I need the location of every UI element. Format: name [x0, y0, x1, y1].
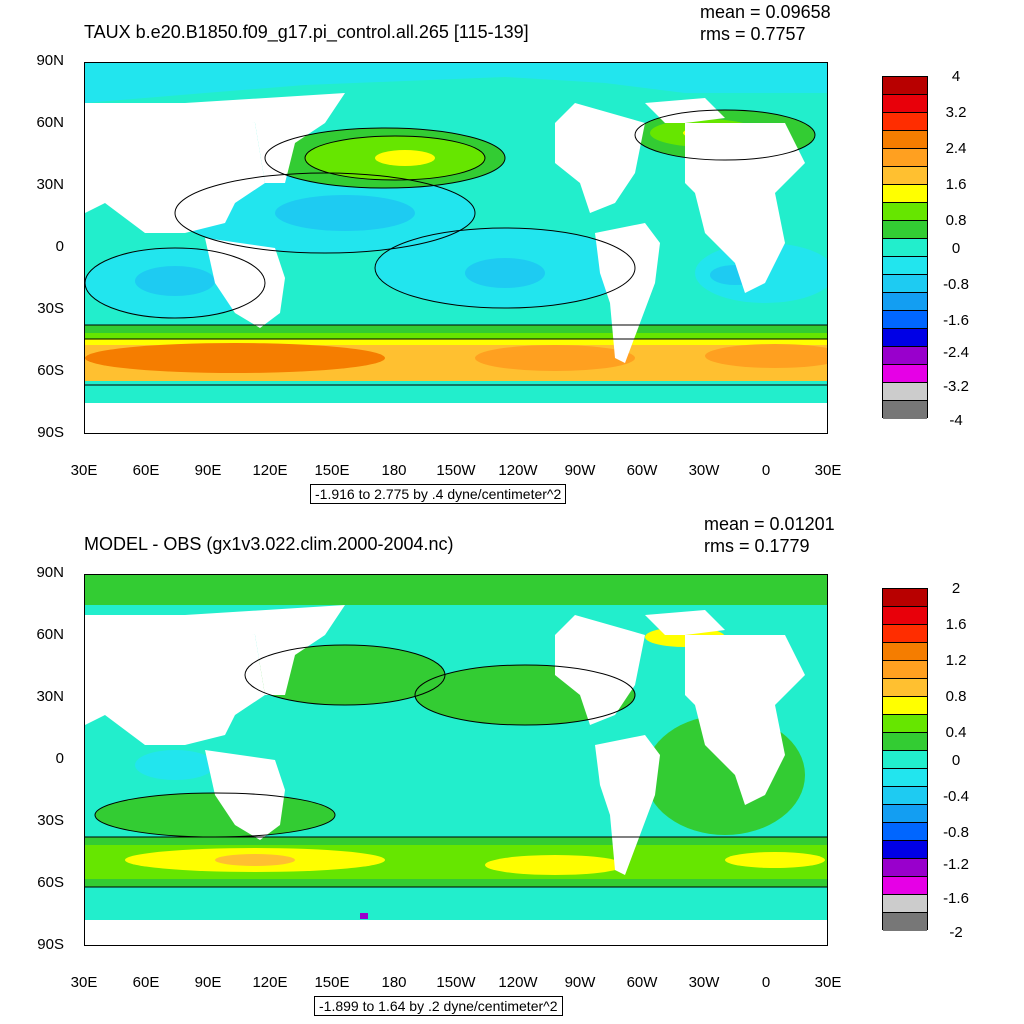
colorbar-label: 2.4 — [945, 140, 967, 157]
lat-label: 90N — [36, 564, 64, 581]
lon-label: 90W — [564, 974, 596, 991]
colorbar-label: -1.2 — [943, 856, 969, 873]
lon-label: 150W — [436, 974, 476, 991]
mean-value: mean = 0.09658 — [700, 2, 831, 22]
map-plot — [84, 62, 828, 434]
colorbar-label: 1.6 — [945, 176, 967, 193]
lon-label: 30E — [70, 974, 98, 991]
colorbar-label: -2.4 — [943, 344, 969, 361]
lon-label: 30E — [70, 462, 98, 479]
lat-label: 0 — [55, 238, 64, 255]
colorbar-label: -1.6 — [943, 890, 969, 907]
colorbar-label: -0.8 — [943, 824, 969, 841]
colorbar-label: 1.6 — [945, 616, 967, 633]
lon-label: 180 — [381, 462, 407, 479]
lon-label: 60W — [626, 462, 658, 479]
lat-label: 30S — [37, 812, 64, 829]
panel-model-minus-obs: MODEL - OBS (gx1v3.022.clim.2000-2004.nc… — [0, 512, 1024, 1024]
contour-info: -1.916 to 2.775 by .4 dyne/centimeter^2 — [310, 484, 567, 504]
colorbar-label: 1.2 — [945, 652, 967, 669]
lat-label: 60S — [37, 874, 64, 891]
colorbar-label: -3.2 — [943, 378, 969, 395]
lon-label: 180 — [381, 974, 407, 991]
lon-label: 0 — [761, 974, 771, 991]
colorbar — [882, 76, 928, 419]
lat-label: 90S — [37, 424, 64, 441]
lat-label: 30N — [36, 176, 64, 193]
colorbar-label: 0 — [951, 752, 961, 769]
rms-value: rms = 0.7757 — [700, 24, 806, 44]
lat-label: 90N — [36, 52, 64, 69]
lon-label: 0 — [761, 462, 771, 479]
lat-label: 60N — [36, 114, 64, 131]
colorbar-label: -2 — [949, 924, 963, 941]
lon-label: 150W — [436, 462, 476, 479]
colorbar-label: 3.2 — [945, 104, 967, 121]
contour-info: -1.899 to 1.64 by .2 dyne/centimeter^2 — [314, 996, 563, 1016]
map-field — [85, 575, 827, 945]
lon-label: 120W — [498, 974, 538, 991]
colorbar-label: -0.4 — [943, 788, 969, 805]
colorbar-label: -0.8 — [943, 276, 969, 293]
lon-label: 30E — [814, 974, 842, 991]
colorbar-label: 2 — [951, 580, 961, 597]
lon-label: 150E — [314, 974, 350, 991]
lon-label: 90E — [194, 462, 222, 479]
map-plot — [84, 574, 828, 946]
lon-label: 90E — [194, 974, 222, 991]
lon-label: 120W — [498, 462, 538, 479]
lon-label: 30W — [688, 462, 720, 479]
colorbar-label: 0 — [951, 240, 961, 257]
lon-label: 120E — [252, 974, 288, 991]
rms-value: rms = 0.1779 — [704, 536, 810, 556]
lon-label: 60E — [132, 462, 160, 479]
lon-label: 30E — [814, 462, 842, 479]
colorbar-label: 0.8 — [945, 688, 967, 705]
panel-taux: TAUX b.e20.B1850.f09_g17.pi_control.all.… — [36, 2, 969, 504]
colorbar — [882, 588, 928, 931]
lat-label: 30N — [36, 688, 64, 705]
mean-value: mean = 0.01201 — [704, 514, 835, 534]
map-field — [85, 63, 827, 433]
lon-label: 120E — [252, 462, 288, 479]
panel-title: MODEL - OBS (gx1v3.022.clim.2000-2004.nc… — [84, 534, 454, 554]
lat-label: 30S — [37, 300, 64, 317]
colorbar-label: -1.6 — [943, 312, 969, 329]
lat-label: 90S — [37, 936, 64, 953]
lon-label: 150E — [314, 462, 350, 479]
lat-label: 60N — [36, 626, 64, 643]
lon-label: 60W — [626, 974, 658, 991]
lon-label: 60E — [132, 974, 160, 991]
colorbar-label: -4 — [949, 412, 963, 429]
lat-label: 0 — [55, 750, 64, 767]
lon-label: 30W — [688, 974, 720, 991]
colorbar-label: 0.4 — [945, 724, 967, 741]
panel-title: TAUX b.e20.B1850.f09_g17.pi_control.all.… — [84, 22, 529, 42]
colorbar-label: 0.8 — [945, 212, 967, 229]
lat-label: 60S — [37, 362, 64, 379]
lon-label: 90W — [564, 462, 596, 479]
colorbar-label: 4 — [951, 68, 961, 85]
